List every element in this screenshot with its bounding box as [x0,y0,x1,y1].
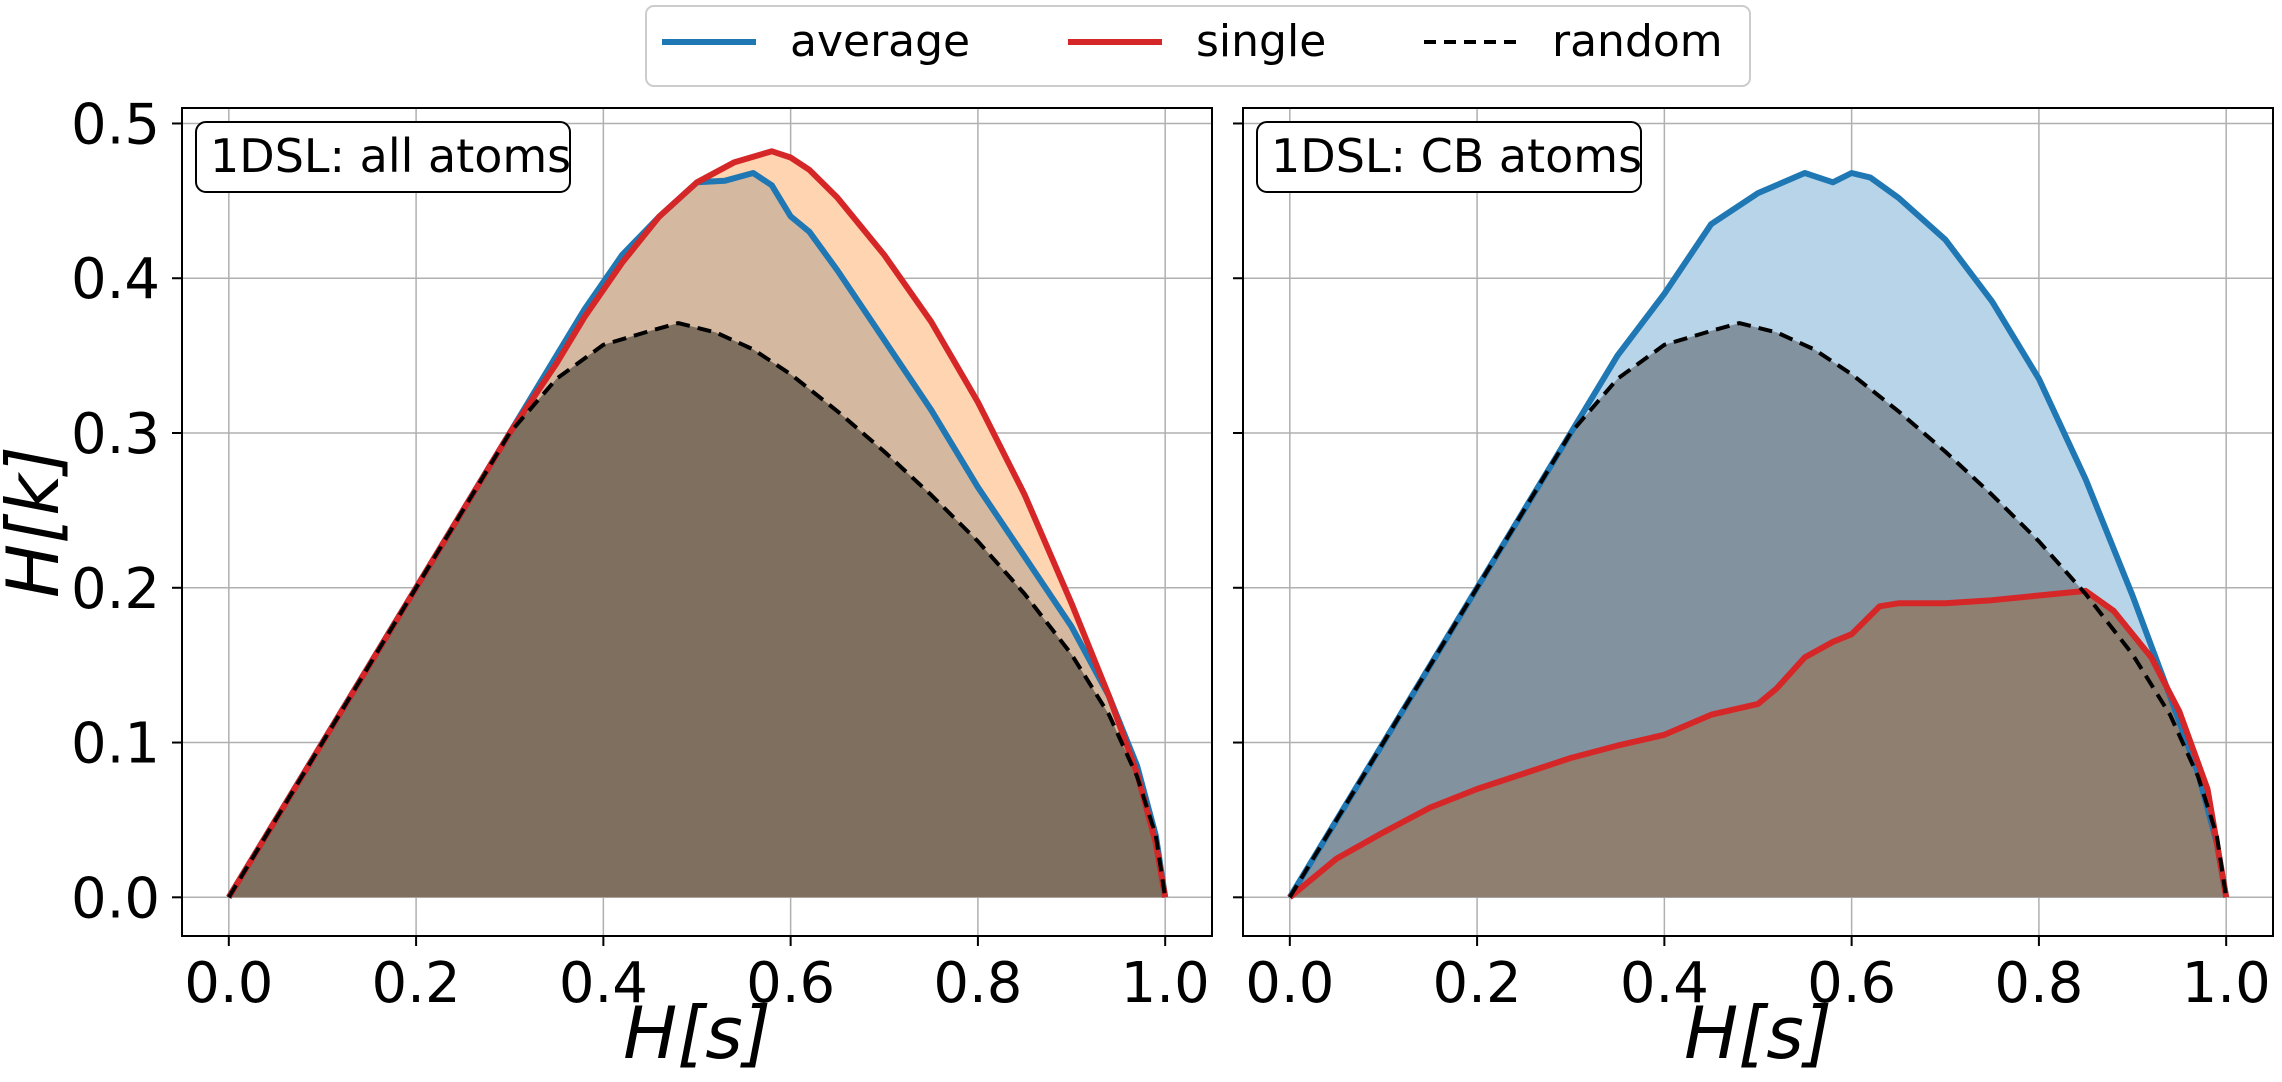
line-random [1288,321,2229,899]
plot-frame-right [1242,107,2274,937]
x-tick-label: 0.8 [933,951,1022,1016]
x-tick-label: 0.6 [1807,951,1896,1016]
area-random [228,323,1166,898]
y-axis-label: H[k] [0,446,75,598]
legend-frame [645,5,1751,87]
x-axis-label-right: H[s] [1684,991,1832,1075]
ticks-left: 0.0 0.2 0.4 0.6 0.8 1.0 0.0 0.1 0.2 0.3 0.4 0.5 [71,92,1210,1016]
y-tick-label: 0.4 [71,247,160,312]
y-tick-label: 0.2 [71,557,160,622]
x-tick-label: 0.2 [372,951,461,1016]
y-tick-label: 0.5 [71,92,160,157]
x-tick-label: 0.0 [184,951,273,1016]
annotation-left: 1DSL: all atoms [210,129,571,183]
x-tick-label: 0.8 [1994,951,2083,1016]
legend-average-label: average [790,16,970,67]
fills-right [1289,173,2227,898]
annotation-box-left [195,121,571,193]
y-tick-label: 0.3 [71,402,160,467]
x-tick-label: 0.0 [1245,951,1334,1016]
y-tick-label: 0.1 [71,712,160,777]
ticks-right: 0.0 0.2 0.4 0.6 0.8 1.0 [1233,122,2271,1016]
fills-left [228,151,1166,898]
x-tick-label: 1.0 [1121,951,1210,1016]
annotation-box-right [1256,121,1642,193]
lines-left [226,148,1169,899]
legend-random-label: random [1552,16,1723,67]
x-tick-label: 1.0 [2182,951,2271,1016]
x-tick-label: 0.6 [746,951,835,1016]
plot-frame-left [181,107,1213,937]
area-single [1289,590,2227,898]
panel-right: 0.0 0.2 0.4 0.6 0.8 1.0 1DSL: CB atoms H[s] [1233,107,2274,1075]
x-tick-label: 0.2 [1433,951,1522,1016]
x-axis-label-left: H[s] [623,991,771,1075]
annotation-right: 1DSL: CB atoms [1271,129,1642,183]
lines-right [1287,170,2230,900]
panel-left: 0.0 0.2 0.4 0.6 0.8 1.0 0.0 0.1 0.2 0.3 0.4 0.5 1DS… [0,92,1213,1075]
line-single [1287,587,2230,900]
legend: average single random [645,5,1751,87]
x-tick-label: 0.4 [559,951,648,1016]
legend-single-label: single [1196,16,1326,67]
y-tick-label: 0.0 [71,866,160,931]
line-random [227,321,1168,899]
x-tick-label: 0.4 [1620,951,1709,1016]
